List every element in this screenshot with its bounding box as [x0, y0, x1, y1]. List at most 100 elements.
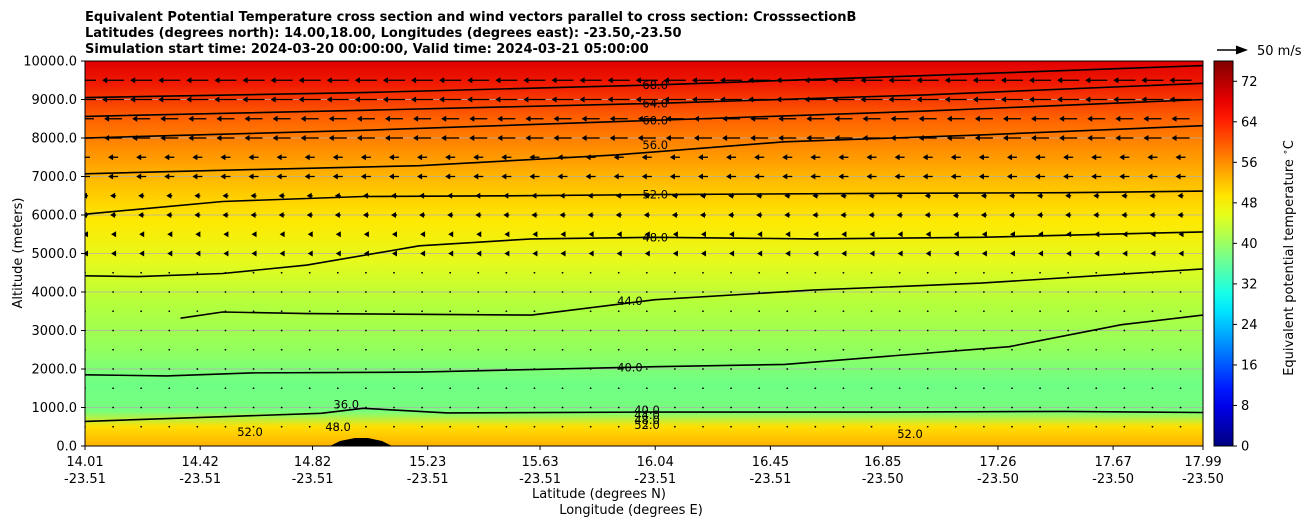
wind-vector-head	[754, 173, 760, 180]
wind-vector	[589, 425, 592, 428]
wind-vector-head	[1149, 192, 1155, 199]
wind-vector	[1011, 425, 1013, 428]
wind-vector-head	[559, 212, 565, 218]
wind-vector-head	[419, 192, 425, 199]
wind-vector-head	[362, 212, 368, 218]
wind-vector	[926, 348, 929, 351]
wind-vector	[758, 406, 761, 409]
wind-vector-head	[750, 135, 756, 141]
contour-label-40: 40.0	[617, 360, 643, 374]
wind-vector-head	[195, 231, 201, 238]
wind-vector-head	[1087, 135, 1093, 141]
wind-vector-head	[1115, 115, 1121, 122]
wind-vector-head	[76, 116, 81, 122]
wind-vector-head	[1171, 115, 1177, 122]
wind-vector-head	[251, 231, 257, 238]
wind-vector	[758, 425, 761, 428]
wind-vector-head	[304, 173, 310, 180]
wind-vector-head	[916, 77, 922, 84]
wind-vector-head	[1171, 135, 1177, 141]
wind-vector-head	[609, 115, 615, 122]
wind-vector	[954, 425, 957, 428]
wind-vector	[365, 368, 367, 370]
wind-vector	[982, 406, 985, 409]
contour-label-44: 44.0	[617, 294, 643, 308]
wind-vector	[1095, 406, 1098, 409]
wind-vector	[786, 310, 789, 313]
wind-vector	[926, 387, 929, 390]
wind-vector-head	[697, 173, 703, 180]
x-tick-label-longitude: -23.51	[634, 472, 676, 487]
wind-vector	[1151, 406, 1154, 409]
wind-vector	[673, 329, 676, 332]
wind-vector	[196, 291, 199, 293]
wind-vector-head	[812, 192, 818, 199]
wind-vector-head	[757, 231, 763, 238]
wind-vector-head	[754, 154, 760, 161]
wind-vector	[533, 291, 536, 293]
wind-vector	[140, 387, 143, 390]
wind-vector-head	[841, 250, 847, 257]
wind-vector	[393, 271, 395, 274]
wind-vector	[982, 271, 985, 274]
wind-vector-head	[248, 154, 254, 161]
wind-vector-head	[804, 77, 810, 84]
wind-vector-head	[974, 115, 980, 122]
wind-vector	[1179, 368, 1182, 370]
wind-vector-head	[108, 154, 114, 161]
wind-vector	[140, 329, 143, 332]
quiver-key: 50 m/s	[1217, 44, 1302, 59]
wind-vector	[786, 387, 789, 390]
wind-vector-head	[417, 173, 423, 180]
wind-vector-head	[726, 154, 732, 161]
wind-vector-head	[420, 250, 426, 257]
wind-vector-head	[495, 77, 501, 84]
wind-vector-head	[1177, 192, 1183, 199]
wind-vector-head	[473, 173, 479, 180]
wind-vector-head	[894, 173, 900, 180]
wind-vector	[1151, 271, 1154, 274]
wind-vector-head	[609, 135, 615, 141]
x-tick-label-latitude: 16.45	[752, 455, 789, 470]
contour-line-68	[85, 64, 1203, 99]
wind-vector-head	[531, 192, 537, 199]
x-tick-label-longitude: -23.51	[407, 472, 449, 487]
wind-vector	[673, 425, 676, 428]
wind-vector-head	[439, 77, 445, 84]
wind-vector	[673, 368, 676, 370]
wind-vector	[393, 348, 395, 351]
wind-vector-head	[362, 192, 368, 199]
wind-vector-head	[869, 231, 875, 238]
wind-vector-head	[332, 154, 338, 161]
wind-vector-head	[335, 231, 341, 238]
wind-vector-head	[160, 135, 166, 141]
wind-vector-head	[981, 250, 987, 257]
wind-vector	[336, 329, 339, 332]
wind-vector-head	[944, 77, 950, 84]
wind-vector	[1151, 425, 1154, 428]
wind-vector	[533, 406, 536, 409]
y-tick-label: 10000.0	[23, 55, 77, 70]
wind-vector	[533, 348, 536, 351]
y-tick-label: 9000.0	[32, 93, 78, 108]
wind-vector-head	[300, 115, 306, 122]
wind-vector	[1123, 387, 1126, 390]
wind-vector-head	[607, 96, 613, 103]
wind-vector-head	[980, 212, 986, 218]
x-tick-label-longitude: -23.51	[64, 472, 106, 487]
wind-vector	[617, 310, 620, 313]
wind-vector-head	[523, 96, 529, 103]
colorbar-tick-label: 0	[1241, 440, 1249, 455]
wind-vector	[1123, 348, 1126, 351]
wind-vector-head	[214, 96, 220, 103]
wind-vector	[168, 368, 171, 370]
wind-vector-head	[615, 212, 621, 218]
wind-vector-head	[587, 192, 593, 199]
wind-vector	[280, 271, 283, 274]
wind-vector	[870, 271, 873, 274]
wind-vector-head	[531, 212, 537, 218]
wind-vector-head	[223, 231, 229, 238]
wind-vector	[1039, 425, 1041, 428]
wind-vector	[1151, 387, 1154, 390]
wind-vector-head	[192, 154, 198, 161]
